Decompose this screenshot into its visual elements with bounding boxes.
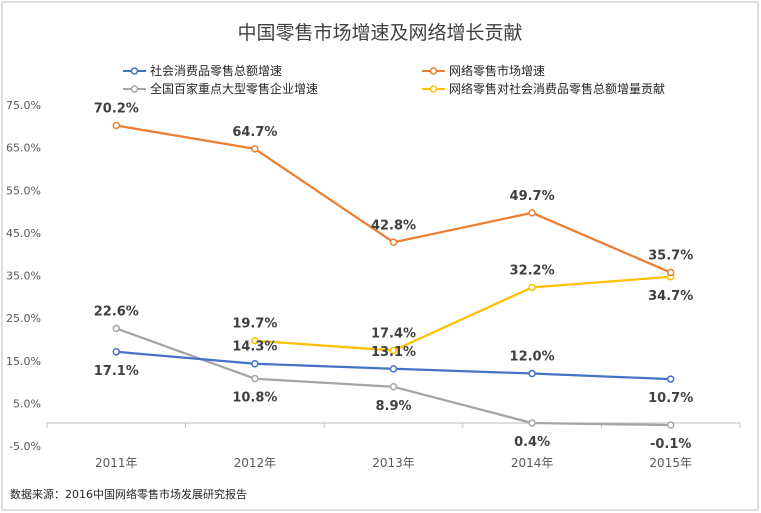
data-label-online-retail: 64.7% — [232, 125, 277, 140]
data-point-retail-total — [528, 369, 536, 378]
legend-label-online-contribution: 网络零售对社会消费品零售总额增量贡献 — [449, 81, 665, 96]
data-point-retail-total — [251, 359, 259, 368]
data-point-top100-retailers — [251, 374, 259, 383]
data-label-online-retail: 42.8% — [371, 218, 416, 233]
series-line-online-contribution — [254, 275, 671, 352]
data-label-online-retail: 35.7% — [648, 249, 693, 264]
data-point-online-retail — [112, 121, 121, 130]
source-note: 数据来源：2016中国网络零售市场发展研究报告 — [10, 487, 247, 501]
data-label-online-contribution: 32.2% — [510, 263, 555, 278]
data-point-online-contribution — [528, 283, 536, 292]
legend-label-top100-retailers: 全国百家重点大型零售企业增速 — [150, 81, 318, 96]
legend: 社会消费品零售总额增速 网络零售市场增速 全国百家重点大型零售企业增速 网络零售… — [123, 63, 665, 96]
data-label-online-contribution: 34.7% — [648, 289, 693, 304]
data-point-online-contribution — [389, 346, 398, 355]
legend-label-online-retail: 网络零售市场增速 — [449, 63, 545, 78]
chart-title: 中国零售市场增速及网络增长贡献 — [237, 22, 522, 44]
y-tick-label: 25.0% — [6, 312, 41, 325]
legend-marker-online-retail — [429, 67, 438, 75]
data-label-retail-total: 10.7% — [648, 391, 693, 406]
data-label-top100-retailers: 8.9% — [375, 399, 411, 414]
data-point-online-retail — [528, 209, 536, 217]
data-point-retail-total — [666, 375, 675, 383]
data-point-online-retail — [666, 268, 675, 277]
data-point-top100-retailers — [528, 419, 536, 427]
data-point-retail-total — [389, 365, 398, 373]
data-point-top100-retailers — [389, 383, 398, 391]
data-label-top100-retailers: 10.8% — [232, 391, 277, 406]
data-point-online-contribution — [251, 336, 259, 345]
data-label-online-retail: 70.2% — [94, 101, 139, 116]
data-label-top100-retailers: 0.4% — [514, 435, 550, 450]
legend-item-online-retail: 网络零售市场增速 — [422, 63, 545, 78]
data-point-top100-retailers — [666, 421, 675, 429]
y-tick-label: 35.0% — [6, 270, 41, 283]
data-label-online-contribution: 19.7% — [232, 317, 277, 332]
data-label-top100-retailers: 22.6% — [94, 304, 139, 319]
x-tick-label: 2015年 — [649, 456, 692, 470]
y-tick-label: 15.0% — [6, 355, 41, 368]
legend-item-retail-total: 社会消费品零售总额增速 — [123, 63, 282, 78]
y-tick-label: 5.0% — [13, 397, 41, 410]
y-tick-label: 65.0% — [6, 142, 41, 155]
legend-item-top100-retailers: 全国百家重点大型零售企业增速 — [123, 81, 318, 96]
series-layer — [112, 121, 675, 429]
x-tick-label: 2013年 — [372, 456, 415, 470]
data-point-online-retail — [251, 145, 259, 153]
legend-item-online-contribution: 网络零售对社会消费品零售总额增量贡献 — [422, 81, 665, 96]
y-tick-label: 55.0% — [6, 184, 41, 197]
x-tick-label: 2011年 — [95, 456, 138, 470]
y-tick-label: 75.0% — [6, 99, 41, 112]
y-tick-label: 45.0% — [6, 227, 41, 240]
data-label-retail-total: 13.1% — [371, 345, 416, 360]
y-tick-label: -5.0% — [9, 440, 41, 453]
data-label-retail-total: 14.3% — [232, 340, 277, 355]
data-point-online-retail — [389, 238, 398, 247]
axes: 75.0% 65.0% 55.0% 45.0% 35.0% 25.0% 15.0% 5.0% -… — [6, 99, 741, 470]
legend-marker-retail-total — [130, 67, 139, 75]
data-label-retail-total: 12.0% — [510, 350, 555, 365]
data-label-online-retail: 49.7% — [510, 189, 555, 204]
data-label-top100-retailers: -0.1% — [650, 437, 691, 452]
legend-marker-online-contribution — [429, 85, 438, 93]
data-point-retail-total — [112, 348, 121, 356]
data-label-retail-total: 17.1% — [94, 364, 139, 379]
data-labels-layer: 17.1% 14.3% 13.1% 12.0% 10.7% 70.2% 64.7% 42.8%… — [94, 101, 694, 452]
x-tick-label: 2014年 — [511, 456, 554, 470]
x-tick-label: 2012年 — [234, 456, 277, 470]
legend-marker-top100-retailers — [130, 85, 139, 93]
legend-label-retail-total: 社会消费品零售总额增速 — [150, 63, 282, 78]
data-label-online-contribution: 17.4% — [371, 327, 416, 342]
data-point-top100-retailers — [112, 324, 121, 333]
